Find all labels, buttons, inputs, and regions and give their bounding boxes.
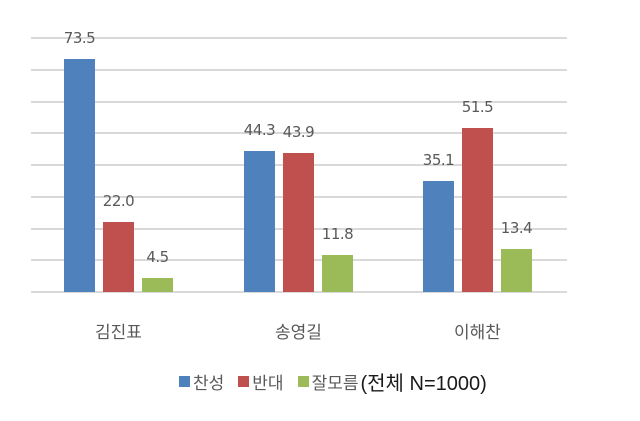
gridline <box>31 291 567 293</box>
bar-잘모름-이해찬 <box>501 249 532 292</box>
data-label: 73.5 <box>63 28 96 47</box>
gridline <box>31 37 567 39</box>
legend-item: 잘모름 <box>297 369 359 394</box>
data-label: 13.4 <box>500 219 533 238</box>
bar-잘모름-송영길 <box>322 254 353 292</box>
data-label: 4.5 <box>146 247 169 266</box>
bar-반대-송영길 <box>283 152 314 292</box>
data-label: 35.1 <box>422 150 455 169</box>
category-label: 송영길 <box>275 323 322 343</box>
legend: 찬성 반대 잘모름 (전체 N=1000) <box>179 366 487 396</box>
legend-label: 찬성 <box>193 373 225 394</box>
legend-item: 반대 <box>238 369 284 394</box>
gridline <box>31 100 567 103</box>
bar-찬성-이해찬 <box>423 180 454 292</box>
category-label: 이해찬 <box>454 323 501 343</box>
bar-찬성-송영길 <box>244 151 275 292</box>
category-label: 김진표 <box>95 323 142 343</box>
data-label: 11.8 <box>321 224 354 243</box>
bar-찬성-김진표 <box>64 58 95 292</box>
legend-swatch <box>297 375 309 387</box>
gridline <box>31 68 567 71</box>
legend-note: (전체 N=1000) <box>360 372 487 395</box>
data-label: 44.3 <box>243 121 276 140</box>
legend-label: 반대 <box>252 373 284 394</box>
gridline <box>31 132 567 135</box>
legend-swatch <box>179 375 190 387</box>
data-label: 22.0 <box>102 192 135 211</box>
bar-반대-이해찬 <box>462 128 493 292</box>
bar-반대-김진표 <box>103 222 134 292</box>
bar-잘모름-김진표 <box>142 277 173 292</box>
data-label: 43.9 <box>282 122 315 141</box>
legend-swatch <box>238 375 250 387</box>
legend-label: 잘모름 <box>311 373 359 394</box>
legend-item: 찬성 <box>179 369 224 394</box>
data-label: 51.5 <box>461 98 494 117</box>
